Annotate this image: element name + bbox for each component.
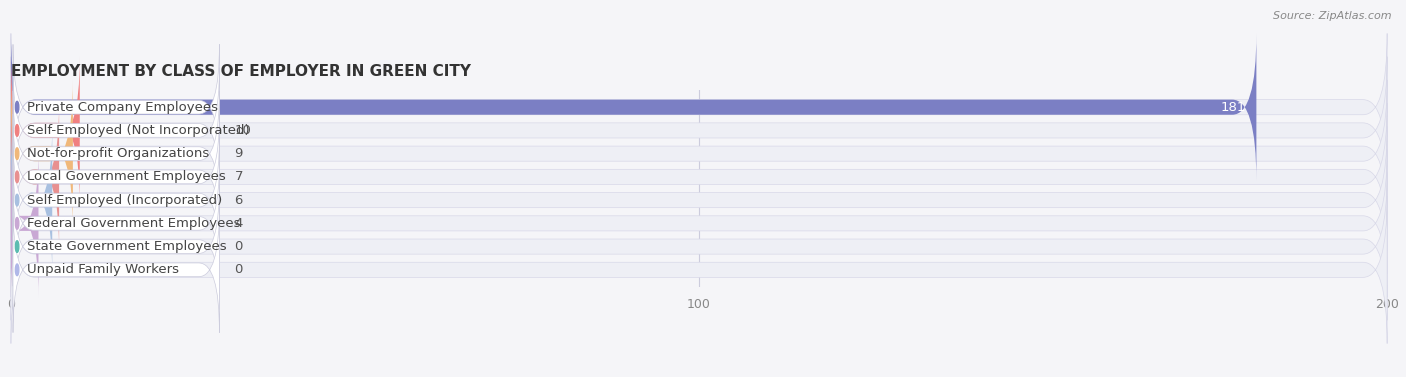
- Text: State Government Employees: State Government Employees: [27, 240, 226, 253]
- FancyBboxPatch shape: [11, 80, 73, 227]
- Text: Private Company Employees: Private Company Employees: [27, 101, 218, 114]
- FancyBboxPatch shape: [11, 196, 1388, 343]
- FancyBboxPatch shape: [11, 126, 52, 274]
- Text: Unpaid Family Workers: Unpaid Family Workers: [27, 263, 180, 276]
- FancyBboxPatch shape: [13, 114, 219, 240]
- FancyBboxPatch shape: [11, 173, 1388, 320]
- FancyBboxPatch shape: [13, 44, 219, 170]
- FancyBboxPatch shape: [11, 150, 1388, 297]
- FancyBboxPatch shape: [11, 57, 1388, 204]
- Text: 7: 7: [235, 170, 243, 183]
- Text: Self-Employed (Incorporated): Self-Employed (Incorporated): [27, 194, 222, 207]
- FancyBboxPatch shape: [13, 137, 219, 263]
- FancyBboxPatch shape: [11, 57, 80, 204]
- Text: 0: 0: [235, 240, 243, 253]
- FancyBboxPatch shape: [11, 80, 1388, 227]
- FancyBboxPatch shape: [13, 67, 219, 193]
- FancyBboxPatch shape: [13, 184, 219, 310]
- Text: 10: 10: [235, 124, 252, 137]
- Circle shape: [15, 264, 18, 276]
- Circle shape: [15, 171, 18, 183]
- Circle shape: [15, 241, 18, 253]
- Text: Local Government Employees: Local Government Employees: [27, 170, 226, 183]
- Text: 181: 181: [1220, 101, 1246, 114]
- Text: Federal Government Employees: Federal Government Employees: [27, 217, 240, 230]
- FancyBboxPatch shape: [11, 126, 1388, 274]
- Text: 0: 0: [235, 263, 243, 276]
- FancyBboxPatch shape: [13, 207, 219, 333]
- Circle shape: [15, 194, 18, 206]
- FancyBboxPatch shape: [11, 34, 1388, 181]
- FancyBboxPatch shape: [11, 103, 1388, 251]
- Circle shape: [15, 148, 18, 159]
- Text: Not-for-profit Organizations: Not-for-profit Organizations: [27, 147, 209, 160]
- Text: Self-Employed (Not Incorporated): Self-Employed (Not Incorporated): [27, 124, 250, 137]
- Text: 6: 6: [235, 194, 243, 207]
- FancyBboxPatch shape: [11, 150, 38, 297]
- FancyBboxPatch shape: [11, 103, 59, 251]
- FancyBboxPatch shape: [13, 91, 219, 216]
- Circle shape: [15, 101, 18, 113]
- Text: 9: 9: [235, 147, 243, 160]
- Text: Source: ZipAtlas.com: Source: ZipAtlas.com: [1274, 11, 1392, 21]
- Circle shape: [15, 218, 18, 229]
- FancyBboxPatch shape: [11, 34, 1257, 181]
- FancyBboxPatch shape: [13, 161, 219, 286]
- Text: 4: 4: [235, 217, 243, 230]
- Text: EMPLOYMENT BY CLASS OF EMPLOYER IN GREEN CITY: EMPLOYMENT BY CLASS OF EMPLOYER IN GREEN…: [11, 64, 471, 79]
- Circle shape: [15, 124, 18, 136]
